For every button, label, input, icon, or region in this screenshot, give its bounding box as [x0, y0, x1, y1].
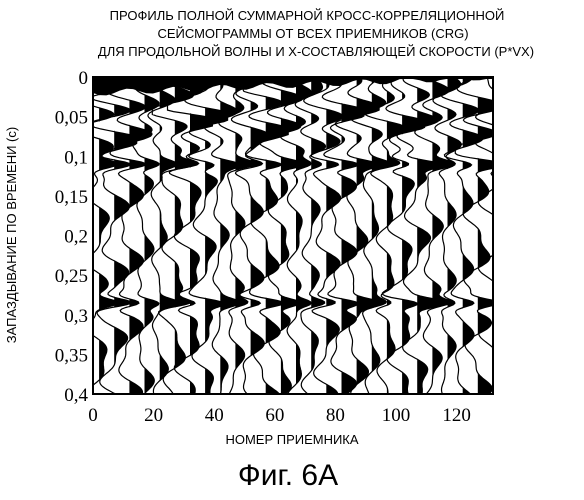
trace-line — [432, 77, 462, 394]
trace-line — [132, 77, 160, 394]
y-tick-label: 0,3 — [64, 306, 88, 327]
y-tick-label: 0,15 — [55, 187, 88, 208]
title-line-1: ПРОФИЛЬ ПОЛНОЙ СУММАРНОЙ КРОСС-КОРРЕЛЯЦИ… — [110, 8, 505, 23]
y-tick-label: 0,35 — [55, 345, 88, 366]
trace-line — [93, 77, 122, 387]
trace-line — [294, 77, 327, 394]
trace-line — [474, 77, 493, 394]
x-tick-label: 80 — [326, 405, 345, 426]
trace-line — [218, 77, 257, 394]
trace-line — [350, 77, 393, 394]
trace-fill — [144, 77, 160, 394]
x-tick-label: 40 — [205, 405, 224, 426]
y-tick-label: 0,25 — [55, 266, 88, 287]
trace-fill — [220, 77, 241, 394]
trace-line — [303, 77, 344, 394]
trace-fill — [417, 77, 440, 394]
trace-line — [440, 77, 484, 394]
trace-line — [203, 77, 242, 394]
title-line-2: СЕЙСМОГРАММЫ ОТ ВСЕХ ПРИЕМНИКОВ (CRG) — [157, 26, 468, 41]
x-tick-label: 100 — [382, 405, 411, 426]
figure-caption: Фиг. 6A — [238, 459, 338, 492]
trace-line — [184, 77, 229, 394]
plot-area — [92, 76, 516, 395]
trace-line — [396, 77, 441, 394]
x-tick-label: 60 — [265, 405, 284, 426]
trace-fill — [159, 77, 180, 394]
x-tick-label: 0 — [88, 405, 98, 426]
y-tick-label: 0,4 — [64, 385, 88, 406]
chart-title: ПРОФИЛЬ ПОЛНОЙ СУММАРНОЙ КРОСС-КОРРЕЛЯЦИ… — [98, 8, 534, 59]
y-tick-label: 0,1 — [64, 147, 88, 168]
y-axis-ticks: 0 0,05 0,1 0,15 0,2 0,25 0,3 0,35 0,4 — [55, 68, 89, 406]
trace-line — [321, 77, 365, 394]
title-line-3: ДЛЯ ПРОДОЛЬНОЙ ВОЛНЫ И Х-СОСТАВЛЯЮЩЕЙ СК… — [98, 44, 534, 59]
trace-line — [230, 77, 270, 394]
trace-fill — [493, 77, 516, 394]
trace-line — [414, 77, 456, 394]
x-axis-ticks: 0 20 40 60 80 100 120 — [88, 405, 471, 426]
trace-line — [279, 77, 313, 394]
trace-fill — [462, 77, 483, 394]
plot-frame — [92, 76, 494, 395]
x-axis-label: НОМЕР ПРИЕМНИКА — [225, 432, 358, 447]
first-arrival-band — [93, 77, 493, 96]
trace-line — [334, 77, 380, 394]
trace-fill — [296, 77, 312, 394]
trace-line — [454, 77, 493, 394]
trace-line — [363, 77, 408, 394]
y-tick-label: 0 — [79, 68, 89, 89]
trace-fill — [114, 77, 137, 394]
y-axis-label: ЗАПАЗДЫВАНИЕ ПО ВРЕМЕНИ (с) — [4, 127, 19, 343]
trace-line — [151, 77, 198, 394]
y-tick-label: 0,2 — [64, 227, 88, 248]
x-tick-label: 120 — [442, 405, 471, 426]
trace-fill — [341, 77, 364, 394]
y-tick-label: 0,05 — [55, 108, 88, 129]
x-tick-label: 20 — [144, 405, 163, 426]
trace-line — [93, 77, 138, 394]
trace-fill — [235, 77, 256, 394]
trace-fill — [311, 77, 326, 394]
trace-fill — [447, 77, 462, 394]
seismic-traces — [93, 77, 516, 394]
trace-line — [258, 77, 304, 394]
trace-fill — [326, 77, 343, 394]
trace-line — [166, 77, 214, 394]
trace-line — [147, 77, 181, 394]
trace-fill — [205, 77, 228, 394]
